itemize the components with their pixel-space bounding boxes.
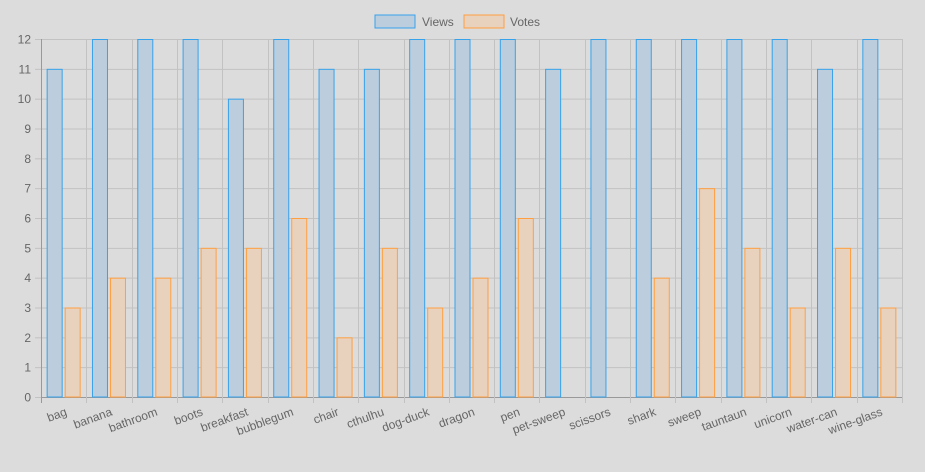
- y-tick-label: 1: [24, 361, 31, 375]
- bar-votes-cthulhu[interactable]: [381, 247, 398, 398]
- y-tick-label: 8: [24, 152, 31, 166]
- bars: [46, 39, 897, 398]
- bar-views-breakfast[interactable]: [227, 98, 244, 398]
- bar-views-shark[interactable]: [635, 39, 652, 398]
- bar-votes-wine-glass[interactable]: [880, 307, 897, 398]
- y-tick-label: 5: [24, 241, 31, 255]
- bar-votes-banana[interactable]: [109, 277, 126, 398]
- bar-views-pet-sweep[interactable]: [545, 68, 562, 398]
- x-tick-label: sweep: [666, 405, 704, 430]
- legend: Views Votes: [374, 14, 540, 29]
- x-tick-label: pet-sweep: [510, 405, 567, 437]
- bar-views-banana[interactable]: [91, 39, 108, 398]
- x-tick-label: tauntaun: [700, 405, 749, 434]
- bar-views-dragon[interactable]: [454, 39, 471, 398]
- bar-votes-pen[interactable]: [517, 218, 534, 398]
- bar-views-sweep[interactable]: [681, 39, 698, 398]
- bar-votes-shark[interactable]: [653, 277, 670, 398]
- bar-votes-chair[interactable]: [336, 337, 353, 398]
- bar-votes-boots[interactable]: [200, 247, 217, 398]
- bar-votes-bag[interactable]: [64, 307, 81, 398]
- x-tick-label: dragon: [437, 405, 477, 431]
- bar-votes-dragon[interactable]: [472, 277, 489, 398]
- bar-votes-bathroom[interactable]: [155, 277, 172, 398]
- y-tick-label: 4: [24, 271, 31, 285]
- bar-views-dog-duck[interactable]: [409, 39, 426, 398]
- y-tick-label: 7: [24, 182, 31, 196]
- bar-views-bag[interactable]: [46, 68, 63, 398]
- bar-views-pen[interactable]: [499, 39, 516, 398]
- bar-votes-bubblegum[interactable]: [291, 218, 308, 398]
- bar-votes-sweep[interactable]: [699, 188, 716, 398]
- bar-views-wine-glass[interactable]: [862, 39, 879, 398]
- x-tick-label: cthulhu: [345, 405, 386, 431]
- bar-votes-water-can[interactable]: [835, 247, 852, 398]
- x-tick-label: pen: [498, 405, 522, 425]
- y-tick-label: 9: [24, 122, 31, 136]
- bar-views-water-can[interactable]: [817, 68, 834, 398]
- x-tick-label: dog-duck: [380, 404, 432, 434]
- bar-views-cthulhu[interactable]: [363, 68, 380, 398]
- bar-views-unicorn[interactable]: [771, 39, 788, 398]
- bar-views-scissors[interactable]: [590, 39, 607, 398]
- x-tick-label: shark: [625, 404, 658, 428]
- legend-item-views[interactable]: Views: [374, 14, 454, 29]
- y-tick-label: 3: [24, 301, 31, 315]
- legend-item-votes[interactable]: Votes: [463, 14, 540, 29]
- y-tick-label: 12: [18, 33, 32, 47]
- bar-votes-unicorn[interactable]: [789, 307, 806, 398]
- bar-views-bubblegum[interactable]: [273, 39, 290, 398]
- x-tick-label: scissors: [567, 405, 613, 433]
- bar-views-tauntaun[interactable]: [726, 39, 743, 398]
- bar-views-boots[interactable]: [182, 39, 199, 398]
- y-tick-label: 11: [19, 62, 32, 76]
- bar-votes-tauntaun[interactable]: [744, 247, 761, 398]
- bar-votes-breakfast[interactable]: [245, 247, 262, 398]
- legend-swatch-views: [374, 14, 416, 29]
- y-tick-label: 0: [24, 391, 31, 405]
- x-tick-label: bag: [45, 405, 69, 425]
- legend-swatch-votes: [463, 14, 505, 29]
- legend-label-views: Views: [422, 15, 454, 29]
- bar-views-bathroom[interactable]: [137, 39, 154, 398]
- x-tick-label: bathroom: [107, 405, 159, 435]
- x-tick-label: chair: [311, 405, 340, 427]
- y-tick-label: 2: [24, 331, 31, 345]
- y-tick-label: 6: [24, 212, 31, 226]
- y-tick-label: 10: [18, 92, 32, 106]
- legend-label-votes: Votes: [510, 15, 540, 29]
- bar-views-chair[interactable]: [318, 68, 335, 398]
- bar-votes-dog-duck[interactable]: [427, 307, 444, 398]
